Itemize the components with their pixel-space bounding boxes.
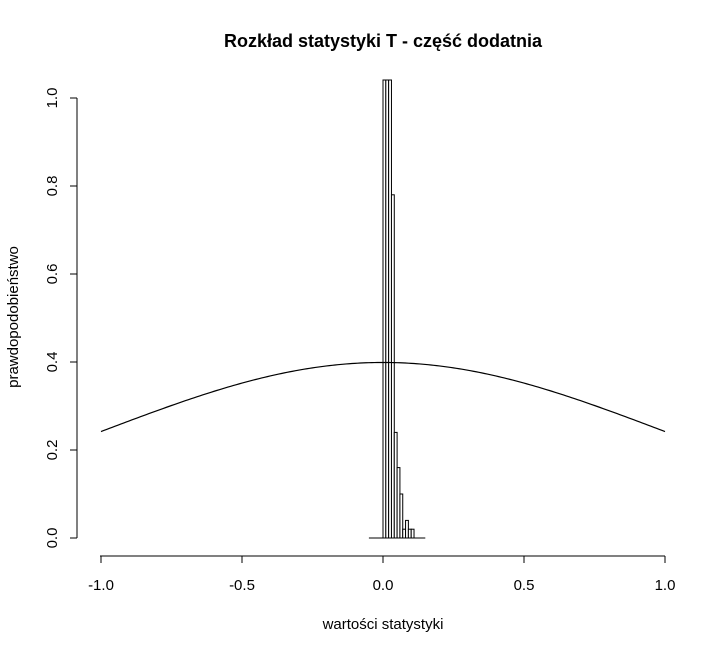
x-tick-label-4: 1.0 <box>655 577 676 594</box>
x-tick-label-3: 0.5 <box>514 577 535 594</box>
y-tick-label-5: 1.0 <box>44 88 61 109</box>
y-tick-label-4: 0.8 <box>44 176 61 197</box>
x-tick-label-1: -0.5 <box>229 577 255 594</box>
y-tick-label-1: 0.2 <box>44 440 61 461</box>
y-tick-label-0: 0.0 <box>44 528 61 549</box>
histogram-bar-10 <box>410 528 415 539</box>
plot-area <box>100 79 666 539</box>
y-tick-label-3: 0.6 <box>44 264 61 285</box>
x-axis-ticks: -1.0 -0.5 0.0 0.5 1.0 <box>88 556 675 594</box>
x-tick-label-2: 0.0 <box>373 577 394 594</box>
y-tick-label-2: 0.4 <box>44 352 61 373</box>
density-curve <box>100 361 666 433</box>
x-axis-label: wartości statystyki <box>322 616 444 633</box>
y-axis-ticks: 0.0 0.2 0.4 0.6 0.8 1.0 <box>44 88 77 549</box>
histogram-bar-6 <box>399 493 404 539</box>
histogram-bar-3 <box>390 194 395 539</box>
y-axis-label: prawdopodobieństwo <box>5 246 22 388</box>
x-tick-label-0: -1.0 <box>88 577 114 594</box>
chart-title: Rozkład statystyki T - część dodatnia <box>224 31 543 51</box>
